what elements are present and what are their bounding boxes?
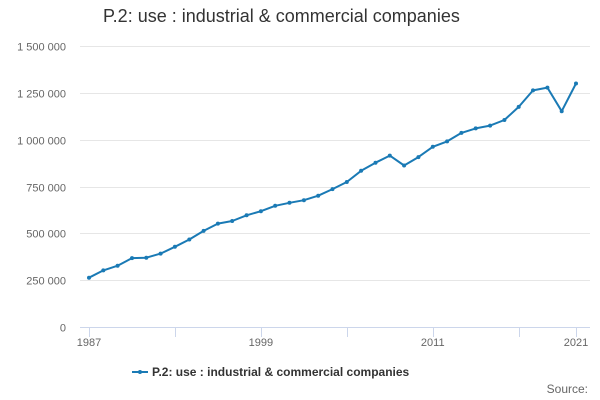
y-tick-label: 1 000 000 <box>17 136 66 148</box>
chart-title: P.2: use : industrial & commercial compa… <box>103 6 460 26</box>
data-point[interactable] <box>445 139 450 144</box>
x-tick-label: 2011 <box>421 337 445 349</box>
data-point[interactable] <box>201 228 206 233</box>
source-label: Source: <box>546 382 588 396</box>
data-point[interactable] <box>387 153 392 158</box>
x-tick-label: 2021 <box>564 337 588 349</box>
data-point[interactable] <box>330 187 335 192</box>
data-point[interactable] <box>187 237 192 242</box>
y-tick-label: 1 500 000 <box>17 42 66 54</box>
data-point[interactable] <box>87 275 91 280</box>
data-point[interactable] <box>559 109 564 114</box>
data-point[interactable] <box>574 81 578 86</box>
data-point[interactable] <box>101 268 106 273</box>
data-point[interactable] <box>373 160 378 165</box>
legend-label: P.2: use : industrial & commercial compa… <box>152 365 410 379</box>
y-tick-label: 250 000 <box>26 276 66 288</box>
series-line <box>88 82 577 279</box>
data-point[interactable] <box>545 85 550 90</box>
legend[interactable]: P.2: use : industrial & commercial compa… <box>132 365 409 379</box>
data-point[interactable] <box>172 244 177 249</box>
data-point[interactable] <box>473 126 478 131</box>
y-tick-label: 0 <box>60 323 66 335</box>
data-point[interactable] <box>402 163 407 168</box>
x-axis: 1987 1999 2011 2021 <box>77 327 590 349</box>
data-point[interactable] <box>130 256 134 261</box>
series-group <box>87 81 578 280</box>
data-point[interactable] <box>316 193 321 198</box>
data-point[interactable] <box>301 198 306 203</box>
data-point[interactable] <box>215 221 220 226</box>
y-axis: 0 250 000 500 000 750 000 1 000 000 1 250 000… <box>17 42 66 335</box>
data-point[interactable] <box>258 209 263 214</box>
data-point[interactable] <box>430 144 435 149</box>
data-point[interactable] <box>416 155 421 160</box>
data-point[interactable] <box>344 180 349 184</box>
data-point[interactable] <box>531 88 535 93</box>
data-point[interactable] <box>459 130 464 135</box>
y-tick-label: 750 000 <box>26 183 66 195</box>
x-tick-label: 1999 <box>249 337 273 349</box>
data-point[interactable] <box>115 263 120 268</box>
data-point[interactable] <box>287 200 292 205</box>
data-point[interactable] <box>144 255 149 260</box>
data-point[interactable] <box>273 203 278 208</box>
data-point[interactable] <box>244 213 249 218</box>
data-point[interactable] <box>502 118 507 122</box>
y-tick-label: 500 000 <box>26 229 66 241</box>
data-point[interactable] <box>488 123 493 128</box>
x-tick-label: 1987 <box>77 337 101 349</box>
gridlines <box>80 46 590 281</box>
legend-line-marker-icon <box>132 365 148 379</box>
data-point[interactable] <box>230 219 235 223</box>
y-tick-label: 1 250 000 <box>17 89 66 101</box>
data-point[interactable] <box>359 168 364 173</box>
data-point[interactable] <box>516 104 521 109</box>
data-point[interactable] <box>158 251 163 256</box>
